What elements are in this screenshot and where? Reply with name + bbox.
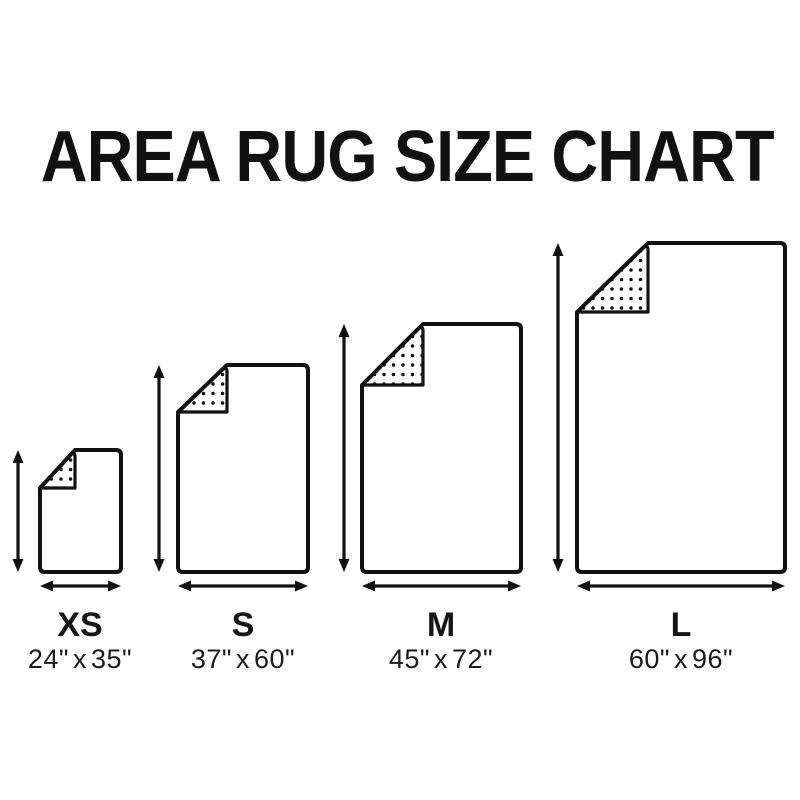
rug-diagram-l xyxy=(552,241,787,592)
rug-diagram-s xyxy=(153,363,310,592)
width-arrow-icon xyxy=(40,580,121,592)
width-arrow-icon xyxy=(362,580,521,592)
rug-dimensions-label-m: 45" x 72" xyxy=(388,644,494,674)
rug-size-label-l: L xyxy=(670,606,692,644)
rug-outline xyxy=(176,363,310,574)
rug-diagram-m xyxy=(338,322,523,592)
rug-outline xyxy=(38,448,123,574)
rug-size-label-s: S xyxy=(231,606,255,644)
rug-dimensions-label-l: 60" x 96" xyxy=(628,644,734,674)
page-title: AREA RUG SIZE CHART xyxy=(40,117,775,197)
height-arrow-icon xyxy=(338,324,350,572)
height-arrow-icon xyxy=(153,365,165,572)
folded-corner-icon xyxy=(360,325,425,387)
height-arrow-icon xyxy=(552,243,564,572)
width-arrow-icon xyxy=(577,580,785,592)
page-title-wrap: AREA RUG SIZE CHART xyxy=(0,116,800,198)
rug-diagram-xs xyxy=(12,448,123,592)
folded-corner-icon xyxy=(575,244,650,314)
rug-dimensions-label-xs: 24" x 35" xyxy=(27,644,133,674)
height-arrow-icon xyxy=(12,450,24,572)
rug-dimensions-label-s: 37" x 60" xyxy=(190,644,296,674)
folded-corner-icon xyxy=(38,451,77,490)
folded-corner-icon xyxy=(176,366,229,414)
rug-outline xyxy=(575,241,787,574)
width-arrow-icon xyxy=(178,580,308,592)
rug-size-label-m: M xyxy=(426,606,456,644)
rug-size-label-xs: XS xyxy=(57,606,103,644)
